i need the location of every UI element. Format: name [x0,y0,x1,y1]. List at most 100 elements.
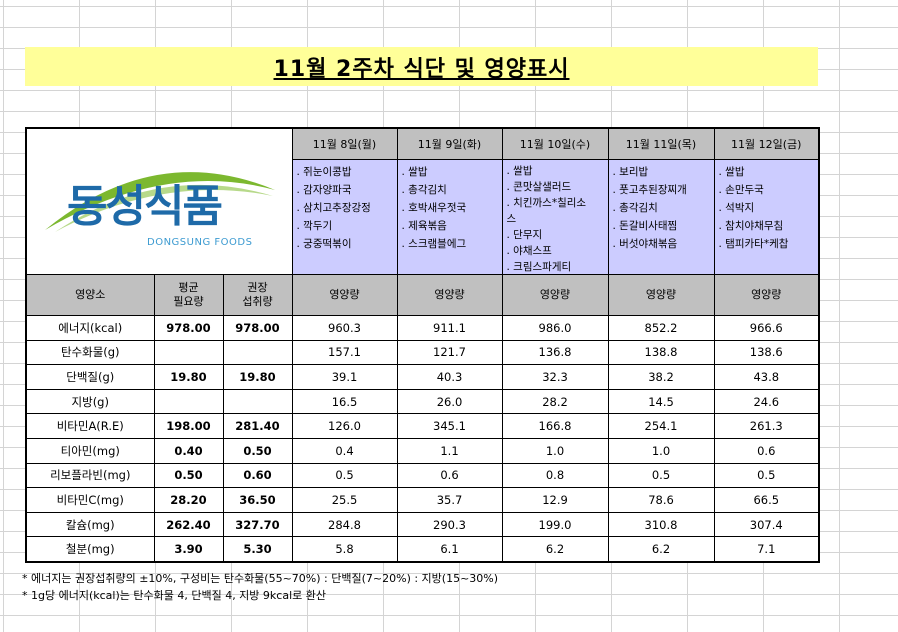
menu-item: . 버섯야채볶음 [612,238,678,250]
menu-item: . 보리밥 [612,166,649,178]
nutrient-amount: 38.2 [607,364,715,390]
rec-header-line2: 섭취량 [242,295,273,308]
avg-header-line2: 필요량 [173,295,204,308]
nutrient-amount: 35.7 [396,487,503,513]
nutrient-amount: 7.1 [713,536,820,563]
menu-item: . 크림스파게티 [506,261,572,273]
recommended-intake-value: 978.00 [222,315,293,341]
table-row: 리보플라빈(mg) 0.50 0.60 0.5 0.6 0.8 0.5 0.5 [25,462,820,489]
footnote: * 1g당 에너지(kcal)는 탄수화물 4, 단백질 4, 지방 9kcal… [22,589,326,602]
footnote: * 에너지는 권장섭취량의 ±10%, 구성비는 탄수화물(55~70%) : … [22,572,499,585]
nutrient-amount: 290.3 [396,511,503,538]
menu-item: . 궁중떡볶이 [296,238,352,250]
menu-item: . 삼치고추장강정 [296,202,371,214]
date-header-tue: 11월 9일(화) [396,127,503,160]
logo-swoosh-icon [45,171,275,232]
date-header-fri: 11월 12일(금) [713,127,820,160]
logo-english-text: DONGSUNG FOODS [147,236,253,248]
nutrient-amount: 5.8 [291,536,398,563]
menu-item: . 총각김치 [612,202,658,214]
logo-korean-text: 동성식품 [67,180,223,232]
nutrient-amount: 138.6 [713,339,820,366]
amount-header: 영양량 [607,274,715,316]
logo-cell: 동성식품 DONGSUNG FOODS [25,127,293,275]
avg-requirement-value: 19.80 [153,364,224,390]
nutrient-name: 칼슘(mg) [25,511,155,538]
nutrient-amount: 0.8 [501,462,609,489]
table-row: 철분(mg) 3.90 5.30 5.8 6.1 6.2 6.2 7.1 [25,536,820,563]
recommended-intake-value: 281.40 [222,413,293,439]
title-banner: 11월 2주차 식단 및 영양표시 [25,47,818,86]
menu-row: . 쥐눈이콩밥 . 감자양파국 . 삼치고추장강정 . 깍두기 . 궁중떡볶이 … [26,159,820,275]
avg-header-line1: 평균 [178,281,199,294]
menu-item: . 치킨까스*칠리소 [506,197,587,209]
menu-item: . 콘맛살샐러드 [506,181,572,193]
nutrient-name: 에너지(kcal) [25,315,155,341]
nutrient-amount: 166.8 [501,413,609,439]
nutrient-amount: 40.3 [396,364,503,390]
avg-requirement-value: 198.00 [153,413,224,439]
amount-header: 영양량 [713,274,820,316]
nutrient-name: 단백질(g) [25,364,155,390]
nutrient-amount: 126.0 [291,413,398,439]
nutrient-amount: 986.0 [501,315,609,341]
menu-item: . 참치야채무침 [718,220,784,232]
nutrient-amount: 0.5 [607,462,715,489]
nutrient-amount: 16.5 [291,388,398,415]
date-header-wed: 11월 10일(수) [501,127,609,160]
menu-item: . 쌀밥 [718,166,745,178]
amount-header: 영양량 [291,274,398,316]
nutrient-name: 리보플라빈(mg) [25,462,155,489]
nutrient-rows: 에너지(kcal) 978.00 978.00 960.3 911.1 986.0 852.… [25,315,820,563]
menu-cell-wed: . 쌀밥 . 콘맛살샐러드 . 치킨까스*칠리소 스 . 단무지 . 야채스프 … [501,159,609,275]
nutrient-amount: 0.5 [713,462,820,489]
menu-nutrition-table: 동성식품 DONGSUNG FOODS 11월 8일(월) 11월 9일(화) … [25,127,820,563]
avg-requirement-header: 평균 필요량 [153,274,224,316]
menu-item: . 돈갈비사태찜 [612,220,678,232]
nutrient-header-row: 영양소 평균 필요량 권장 섭취량 영양량 영양량 영양량 영양량 영양량 [25,274,820,316]
menu-item: . 깍두기 [296,220,333,232]
table-row: 지방(g) 16.5 26.0 28.2 14.5 24.6 [25,388,820,415]
nutrient-amount: 157.1 [291,339,398,366]
menu-item: . 제육볶음 [401,220,447,232]
avg-requirement-value: 28.20 [153,487,224,513]
recommended-intake-value: 36.50 [222,487,293,513]
nutrient-amount: 39.1 [291,364,398,390]
nutrient-amount: 78.6 [607,487,715,513]
table-row: 단백질(g) 19.80 19.80 39.1 40.3 32.3 38.2 43.8 [25,364,820,390]
footnotes: * 에너지는 권장섭취량의 ±10%, 구성비는 탄수화물(55~70%) : … [22,570,498,604]
nutrient-amount: 121.7 [396,339,503,366]
avg-requirement-value: 3.90 [153,536,224,563]
nutrient-amount: 345.1 [396,413,503,439]
avg-requirement-value: 978.00 [153,315,224,341]
nutrient-amount: 6.2 [607,536,715,563]
nutrient-amount: 14.5 [607,388,715,415]
amount-header: 영양량 [396,274,503,316]
nutrient-amount: 199.0 [501,511,609,538]
menu-item: . 탬피카타*케찹 [718,238,789,250]
nutrient-header: 영양소 [25,274,155,316]
date-header-mon: 11월 8일(월) [291,127,398,160]
nutrient-name: 지방(g) [25,388,155,415]
avg-requirement-value [153,388,224,415]
menu-item: . 쌀밥 [506,165,533,177]
nutrient-name: 비타민A(R.E) [25,413,155,439]
menu-item: . 단무지 [506,229,543,241]
amount-header: 영양량 [501,274,609,316]
table-row: 비타민C(mg) 28.20 36.50 25.5 35.7 12.9 78.6 66.5 [25,487,820,513]
nutrient-amount: 66.5 [713,487,820,513]
menu-item: . 야채스프 [506,245,552,257]
table-row: 에너지(kcal) 978.00 978.00 960.3 911.1 986.0 852.… [25,315,820,341]
nutrient-name: 비타민C(mg) [25,487,155,513]
nutrient-name: 탄수화물(g) [25,339,155,366]
recommended-intake-value: 19.80 [222,364,293,390]
menu-item: . 총각김치 [401,184,447,196]
table-row: 티아민(mg) 0.40 0.50 0.4 1.1 1.0 1.0 0.6 [25,437,820,464]
avg-requirement-value: 262.40 [153,511,224,538]
menu-cell-tue: . 쌀밥 . 총각김치 . 호박새우젓국 . 제육볶음 . 스크램블에그 [396,159,503,275]
menu-item: . 석박지 [718,202,755,214]
avg-requirement-value: 0.40 [153,437,224,464]
nutrient-amount: 136.8 [501,339,609,366]
page-title: 11월 2주차 식단 및 영양표시 [273,56,570,82]
company-logo: 동성식품 DONGSUNG FOODS [27,130,292,274]
